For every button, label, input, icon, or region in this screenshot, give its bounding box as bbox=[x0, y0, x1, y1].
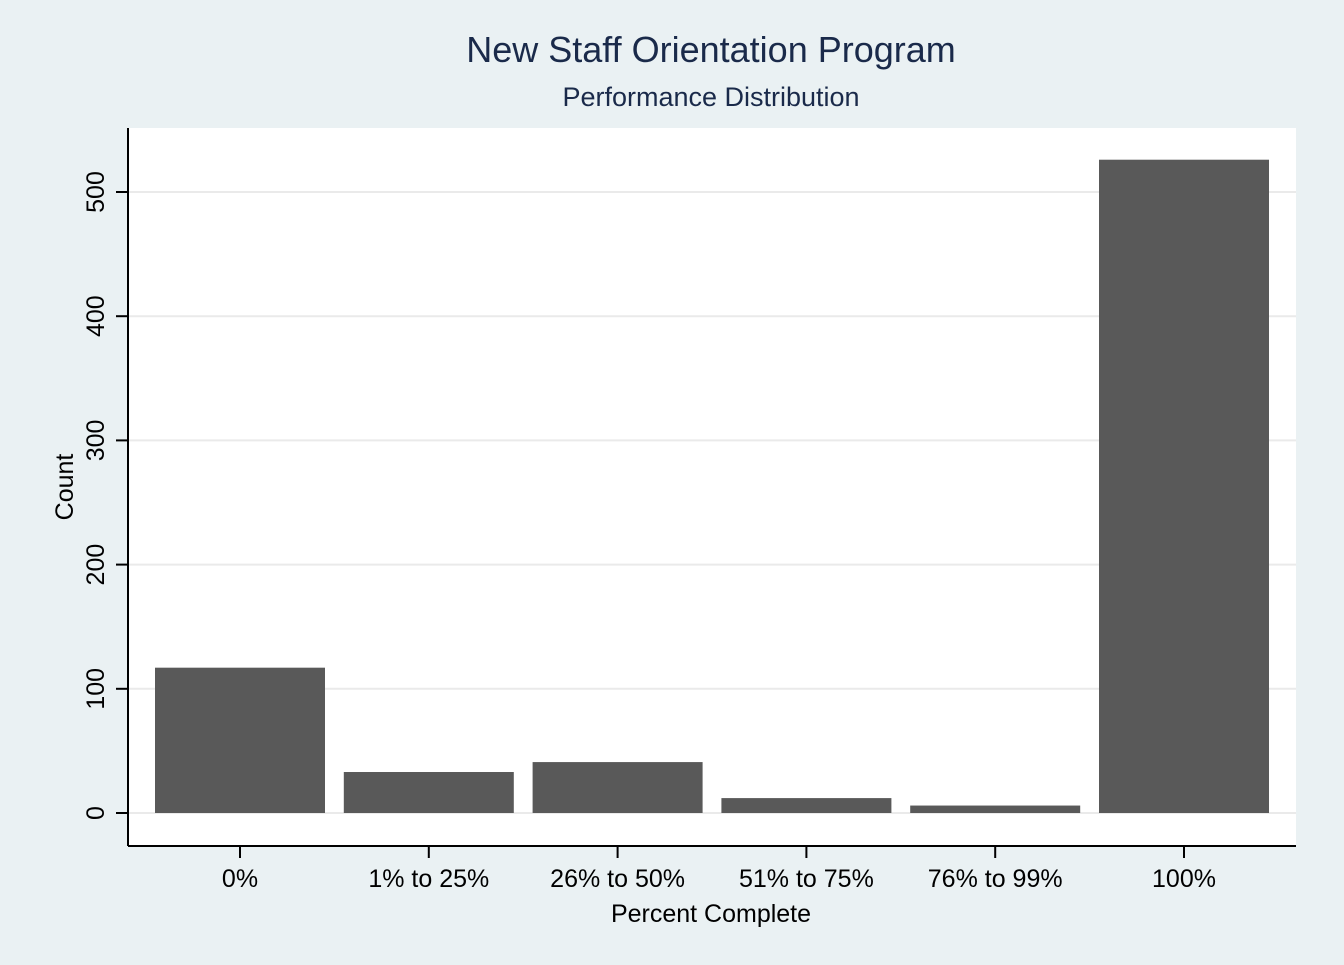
x-tick-label: 26% to 50% bbox=[550, 865, 685, 893]
x-tick-label: 76% to 99% bbox=[928, 865, 1063, 893]
x-tick-label: 100% bbox=[1152, 865, 1216, 893]
y-axis-title: Count bbox=[51, 454, 79, 521]
y-tick-label: 300 bbox=[82, 420, 110, 462]
axes bbox=[127, 128, 1296, 847]
y-tick-label: 500 bbox=[82, 171, 110, 213]
bar bbox=[343, 772, 514, 813]
chart-subtitle: Performance Distribution bbox=[562, 82, 859, 112]
bar bbox=[910, 805, 1081, 813]
bar bbox=[155, 667, 325, 813]
x-tick-label: 0% bbox=[222, 865, 258, 893]
y-tick-label: 100 bbox=[82, 668, 110, 710]
x-tick-label: 51% to 75% bbox=[739, 865, 874, 893]
y-ticks: 0 100 200 300 400 500 bbox=[82, 171, 128, 820]
bar bbox=[1099, 159, 1269, 813]
y-tick-label: 0 bbox=[82, 806, 110, 820]
x-tick-label: 1% to 25% bbox=[368, 865, 489, 893]
x-axis-title: Percent Complete bbox=[611, 900, 811, 928]
y-tick-label: 200 bbox=[82, 544, 110, 586]
x-ticks: 0% 1% to 25% 26% to 50% 51% to 75% 76% to 99… bbox=[222, 846, 1216, 893]
bars bbox=[155, 159, 1269, 813]
bar bbox=[532, 762, 703, 813]
y-tick-label: 400 bbox=[82, 295, 110, 337]
chart-title: New Staff Orientation Program bbox=[466, 29, 956, 70]
bar bbox=[721, 798, 892, 813]
